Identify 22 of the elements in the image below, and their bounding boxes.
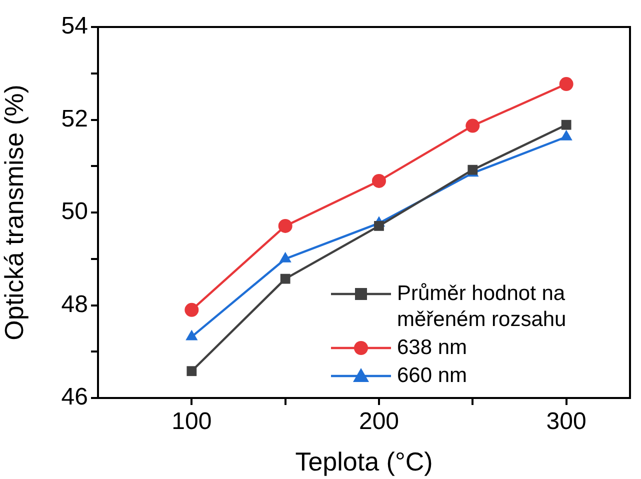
x-axis-title: Teplota (°C)	[295, 446, 433, 477]
point	[466, 118, 480, 133]
y-tick-label: 50	[61, 198, 88, 226]
legend-label: 638 nm	[397, 335, 468, 361]
y-axis-title: Optická transmise (%)	[0, 84, 29, 340]
point	[184, 302, 199, 317]
x-tick-label: 300	[546, 408, 586, 436]
y-tick-label: 48	[61, 290, 88, 318]
point	[372, 174, 386, 188]
point	[561, 120, 572, 130]
x-tick-label: 200	[358, 408, 400, 436]
point	[374, 221, 384, 231]
y-tick-label: 46	[61, 384, 88, 411]
y-tick-label: 52	[61, 105, 88, 132]
x-tick-label: 100	[172, 408, 212, 436]
point	[278, 218, 292, 233]
legend-label: Průměr hodnot na měřeném rozsahu	[397, 281, 568, 333]
point	[280, 274, 290, 284]
point	[186, 366, 197, 376]
point	[559, 77, 574, 92]
y-tick-label: 54	[61, 12, 88, 40]
legend-label: 660 nm	[397, 363, 468, 389]
